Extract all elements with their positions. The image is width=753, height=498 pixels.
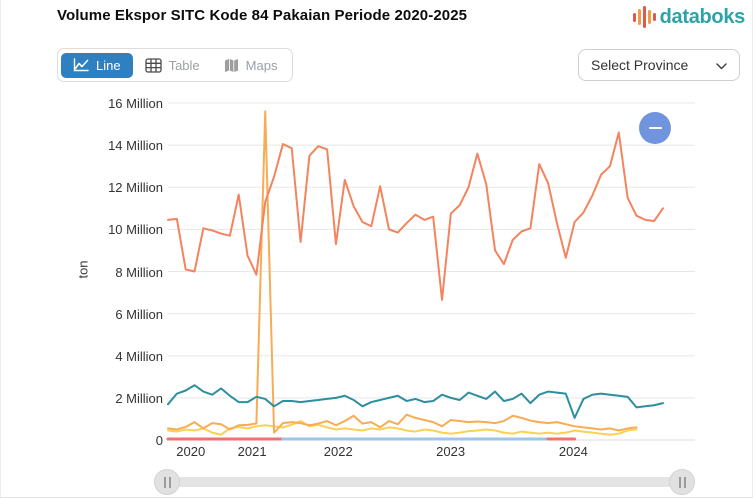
y-axis-tick-label: 4 Million	[115, 348, 163, 364]
y-axis-title: ton	[75, 260, 91, 279]
series-salmon-main-series	[167, 131, 664, 301]
x-axis-tick-label: 2020	[176, 444, 206, 459]
range-slider-track[interactable]	[167, 477, 682, 487]
tab-table[interactable]: Table	[133, 53, 212, 78]
range-slider-right-handle[interactable]	[669, 469, 695, 495]
y-axis-tick-label: 14 Million	[108, 138, 163, 154]
province-dropdown[interactable]: Select Province	[578, 49, 740, 81]
x-axis-tick-label: 2024	[558, 444, 588, 459]
tab-line-label: Line	[96, 57, 121, 73]
tab-maps-label: Maps	[245, 57, 278, 73]
tab-maps[interactable]: Maps	[212, 53, 290, 78]
tab-line[interactable]: Line	[61, 52, 133, 78]
series-amber-series	[167, 110, 638, 434]
databoks-logo-text: databoks	[659, 5, 746, 28]
province-dropdown-label: Select Province	[591, 57, 689, 73]
series-teal-series	[167, 384, 664, 419]
maps-icon	[224, 58, 239, 73]
range-slider-left-handle[interactable]	[154, 469, 180, 495]
y-axis-tick-label: 2 Million	[115, 390, 163, 406]
chart-type-tab-group: Line Table Maps	[57, 48, 294, 82]
minus-icon	[648, 127, 662, 129]
y-axis-tick-label: 6 Million	[115, 306, 163, 322]
x-axis-tick-label: 2022	[323, 444, 353, 459]
y-axis-tick-label: 8 Million	[115, 264, 163, 280]
y-axis-tick-label: 10 Million	[108, 222, 163, 238]
x-axis-tick-label: 2023	[436, 444, 466, 459]
y-axis-tick-label: 0	[155, 433, 163, 448]
series-yellow-series	[167, 420, 638, 436]
x-axis-tick-label: 2021	[237, 444, 267, 459]
databoks-logo: databoks	[632, 5, 746, 29]
databoks-bars-icon	[632, 5, 656, 29]
line-chart-icon	[73, 58, 89, 72]
tab-table-label: Table	[168, 57, 200, 73]
y-axis-tick-label: 12 Million	[108, 180, 163, 196]
chevron-down-icon	[716, 57, 727, 73]
y-axis-tick-label: 16 Million	[108, 96, 163, 111]
table-icon	[144, 57, 162, 73]
zoom-out-button[interactable]	[639, 112, 671, 144]
page-title: Volume Ekspor SITC Kode 84 Pakaian Perio…	[57, 7, 468, 24]
